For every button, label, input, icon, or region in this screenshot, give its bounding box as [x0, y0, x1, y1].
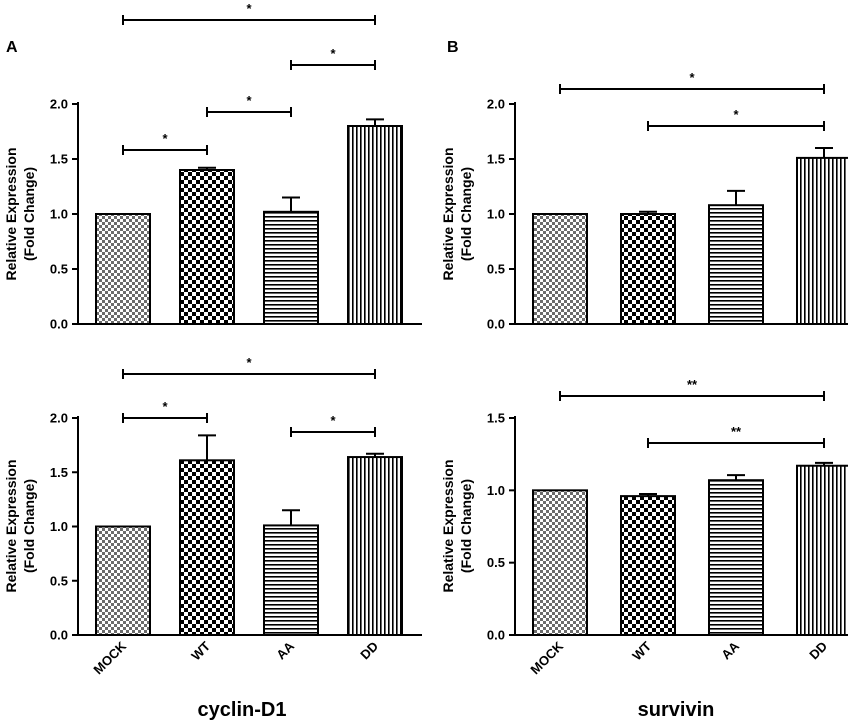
bar-dd — [796, 156, 848, 325]
bar-aa — [708, 479, 764, 636]
x-tick-label-aa: AA — [273, 638, 297, 662]
y-tick-label: 0.5 — [487, 555, 505, 570]
significance-label: ** — [687, 377, 698, 392]
y-axis-label: (Fold Change) — [21, 479, 37, 573]
panel-label-b: B — [447, 39, 459, 56]
bar-wt — [620, 213, 676, 325]
y-tick-label: 1.0 — [487, 483, 505, 498]
y-tick-label: 0.5 — [50, 573, 68, 588]
gene-label-survivin: survivin — [638, 699, 715, 721]
bar-aa — [263, 524, 319, 636]
y-tick-label: 1.5 — [487, 411, 505, 426]
bar-dd — [796, 464, 848, 636]
bar-aa — [263, 210, 319, 325]
significance-label: * — [330, 46, 336, 61]
x-tick-label-wt: WT — [629, 638, 654, 663]
significance-label: * — [162, 131, 168, 146]
y-tick-label: 1.0 — [487, 207, 505, 222]
bar-aa — [708, 204, 764, 325]
x-tick-label-wt: WT — [188, 638, 213, 663]
bar-mock — [95, 213, 151, 325]
bar-wt — [179, 169, 235, 325]
significance-label: ** — [731, 424, 742, 439]
y-axis-label: Relative Expression — [440, 147, 456, 280]
y-tick-label: 0.0 — [487, 317, 505, 332]
y-tick-label: 0.5 — [487, 262, 505, 277]
significance-label: * — [162, 399, 168, 414]
y-tick-label: 0.0 — [50, 628, 68, 643]
y-axis-label: Relative Expression — [3, 459, 19, 592]
bar-wt — [620, 495, 676, 636]
panel-label-a: A — [6, 39, 18, 56]
x-tick-label-mock: MOCK — [90, 638, 129, 677]
y-tick-label: 1.0 — [50, 207, 68, 222]
significance-label: * — [733, 107, 739, 122]
bar-mock — [532, 489, 588, 637]
y-tick-label: 1.5 — [50, 152, 68, 167]
significance-label: * — [689, 70, 695, 85]
y-tick-label: 0.5 — [50, 262, 68, 277]
significance-label: * — [246, 93, 252, 108]
y-axis-label: (Fold Change) — [458, 479, 474, 573]
x-tick-label-dd: DD — [806, 639, 830, 663]
y-tick-label: 2.0 — [487, 97, 505, 112]
significance-label: * — [246, 1, 252, 16]
y-axis-label: (Fold Change) — [458, 167, 474, 261]
y-tick-label: 0.0 — [487, 628, 505, 643]
x-tick-label-aa: AA — [718, 638, 742, 662]
y-axis-label: Relative Expression — [3, 147, 19, 280]
bar-dd — [347, 125, 403, 325]
y-tick-label: 2.0 — [50, 411, 68, 426]
bar-wt — [179, 459, 235, 636]
y-tick-label: 1.0 — [50, 519, 68, 534]
significance-label: * — [246, 355, 252, 370]
y-tick-label: 2.0 — [50, 97, 68, 112]
y-axis-label: (Fold Change) — [21, 167, 37, 261]
bar-dd — [347, 456, 403, 636]
bar-mock — [95, 525, 151, 636]
bar-mock — [532, 213, 588, 325]
y-tick-label: 0.0 — [50, 317, 68, 332]
significance-label: * — [330, 413, 336, 428]
y-tick-label: 1.5 — [50, 465, 68, 480]
x-tick-label-dd: DD — [357, 639, 381, 663]
x-tick-label-mock: MOCK — [527, 638, 566, 677]
y-axis-label: Relative Expression — [440, 459, 456, 592]
y-tick-label: 1.5 — [487, 152, 505, 167]
gene-label-cyclin-d1: cyclin-D1 — [198, 699, 287, 721]
